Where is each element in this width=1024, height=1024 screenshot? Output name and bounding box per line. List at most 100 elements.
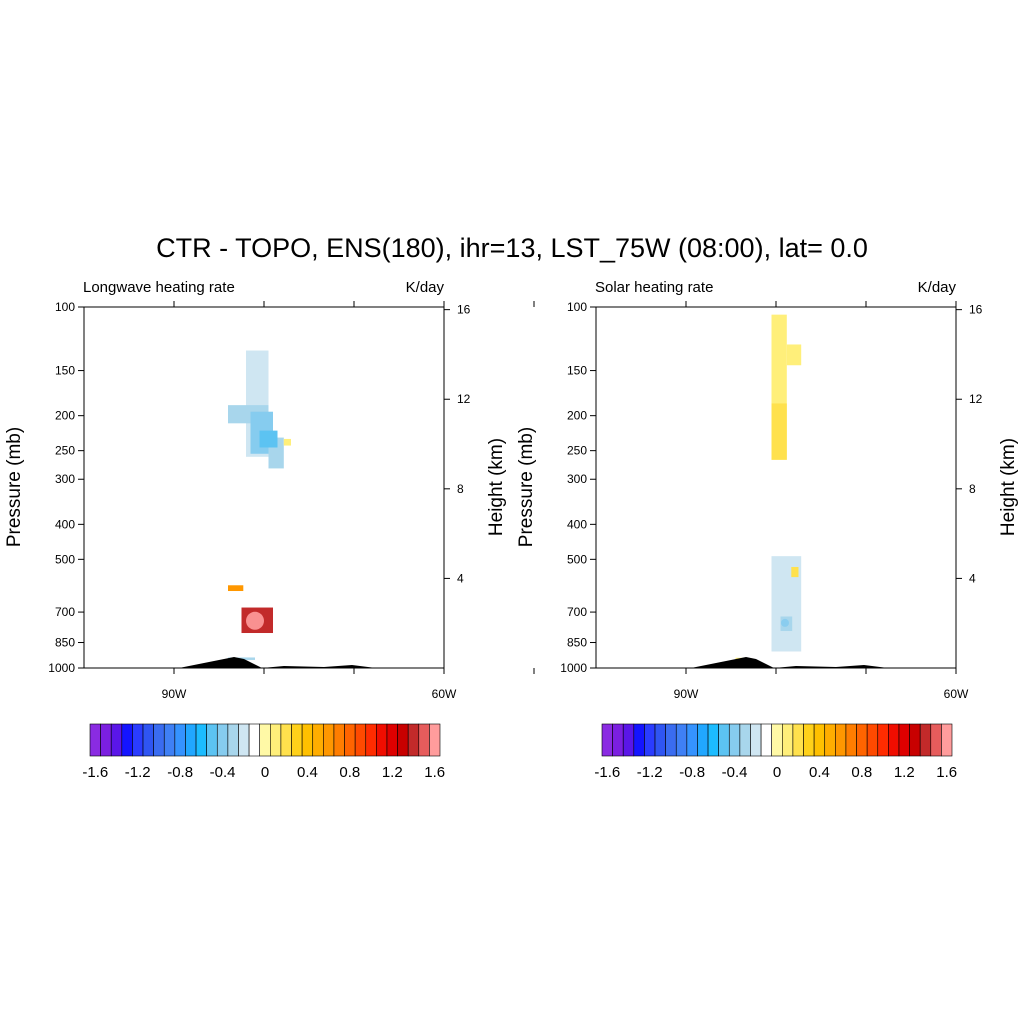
colorbar-swatch	[376, 723, 388, 757]
panel-units-label: K/day	[918, 279, 957, 296]
colorbar-swatch	[654, 723, 666, 757]
heatmap-cell	[791, 566, 799, 578]
terrain-profile	[691, 657, 888, 668]
x-tick-label: 60W	[944, 687, 969, 701]
axes: 100 150 200 250 300 400 500 700 850 1000 16 12 8 4 90W…	[560, 300, 983, 701]
colorbar-swatch	[333, 723, 345, 757]
y-tick-label: 250	[567, 444, 587, 458]
colorbar-swatch	[397, 723, 409, 757]
colorbar-swatch	[760, 723, 772, 757]
colorbar-swatch	[845, 723, 857, 757]
heatmap-peak	[246, 611, 264, 630]
heatmap-cell	[228, 585, 244, 592]
terrain-profile	[179, 657, 376, 668]
colorbar-swatch	[354, 723, 367, 757]
terrain-shape	[691, 657, 888, 668]
y2-tick-label: 16	[457, 303, 471, 317]
x-tick-label: 60W	[432, 687, 457, 701]
colorbar-swatch	[675, 723, 688, 757]
colorbar-swatch	[301, 723, 314, 757]
colorbar-swatch	[259, 723, 271, 757]
colorbar-swatch	[941, 723, 953, 757]
y-tick-label: 400	[55, 517, 75, 531]
colorbar-swatch	[418, 723, 430, 757]
colorbar-swatch	[686, 723, 698, 757]
colorbar-tick-label: -0.4	[722, 764, 748, 781]
y2-tick-label: 4	[969, 571, 976, 585]
colorbar-swatch	[612, 723, 624, 757]
heatmap-cell	[283, 438, 291, 446]
colorbar-tick-label: 1.2	[894, 764, 915, 781]
colorbar-swatch	[718, 723, 730, 757]
colorbar-swatch	[792, 723, 804, 757]
terrain-shape	[179, 657, 376, 668]
colorbar-tick-label: 0	[773, 764, 781, 781]
colorbar-swatch	[163, 723, 176, 757]
heatmap-peak	[781, 618, 789, 627]
y-tick-label: 400	[567, 517, 587, 531]
colorbar-tick-label: 1.6	[424, 764, 445, 781]
y2-tick-label: 16	[969, 303, 983, 317]
colorbar-swatch	[121, 723, 133, 757]
heatmap-cell	[786, 344, 802, 366]
panel-left-label: Longwave heating rate	[83, 279, 235, 296]
y-tick-label: 150	[55, 364, 75, 378]
y2-tick-label: 12	[969, 392, 983, 406]
colorbar: -1.6 -1.2 -0.8 -0.4 0 0.4 0.8 1.2 1.6	[82, 723, 445, 781]
colorbar-swatch	[930, 723, 942, 757]
colorbar-tick-label: -1.6	[594, 764, 620, 781]
axes: 100 150 200 250 300 400 500 700 850 1000 16 12 8 4 90W…	[48, 300, 535, 701]
y-tick-label: 500	[567, 552, 587, 566]
colorbar-swatch	[270, 723, 282, 757]
colorbar-tick-label: 0.4	[297, 764, 318, 781]
x-tick-label: 90W	[162, 687, 187, 701]
colorbar-tick-label: 1.6	[936, 764, 957, 781]
colorbar-swatch	[728, 723, 741, 757]
colorbar-swatch	[206, 723, 218, 757]
colorbar-swatch	[782, 723, 794, 757]
panel-units-label: K/day	[406, 279, 445, 296]
colorbar-swatch	[771, 723, 783, 757]
y-tick-label: 700	[567, 605, 587, 619]
colorbar-swatch	[856, 723, 868, 757]
colorbar-swatch	[697, 723, 709, 757]
colorbar-swatch	[238, 723, 250, 757]
heatmap-cells	[735, 314, 802, 660]
colorbar-tick-label: 1.2	[382, 764, 403, 781]
colorbar-swatch	[386, 723, 398, 757]
colorbar-swatch	[813, 723, 826, 757]
colorbar-swatch	[153, 723, 165, 757]
y-tick-label: 850	[55, 636, 75, 650]
colorbar-swatch	[195, 723, 207, 757]
colorbar-swatch	[312, 723, 324, 757]
colorbar-swatch	[174, 723, 186, 757]
colorbar-swatch	[89, 723, 101, 757]
colorbar-tick-label: -1.2	[637, 764, 663, 781]
y-tick-label: 300	[55, 472, 75, 486]
y2-tick-label: 12	[457, 392, 471, 406]
y-tick-label: 1000	[48, 661, 75, 675]
colorbar-tick-label: -1.2	[125, 764, 151, 781]
heatmap-cell	[771, 403, 787, 460]
colorbar-swatch	[280, 723, 292, 757]
colorbar-swatch	[323, 723, 335, 757]
colorbar-swatch	[601, 723, 613, 757]
y-tick-label: 100	[567, 300, 587, 314]
colorbar-swatch	[739, 723, 751, 757]
colorbar-tick-label: 0.4	[809, 764, 830, 781]
colorbar-swatch	[644, 723, 656, 757]
heatmap-cell	[259, 430, 278, 448]
y-tick-label: 1000	[560, 661, 587, 675]
y-tick-label: 300	[567, 472, 587, 486]
solar-panel: Solar heating rate K/day Pressure (mb) H…	[516, 279, 1019, 781]
colorbar-swatch	[142, 723, 154, 757]
colorbar-tick-label: -0.8	[679, 764, 705, 781]
colorbar-swatch	[291, 723, 303, 757]
colorbar-swatch	[707, 723, 719, 757]
colorbar-swatch	[835, 723, 847, 757]
y2-tick-label: 8	[457, 482, 464, 496]
y-tick-label: 850	[567, 636, 587, 650]
y-tick-label: 250	[55, 444, 75, 458]
colorbar-swatch	[919, 723, 932, 757]
y-tick-label: 200	[567, 409, 587, 423]
